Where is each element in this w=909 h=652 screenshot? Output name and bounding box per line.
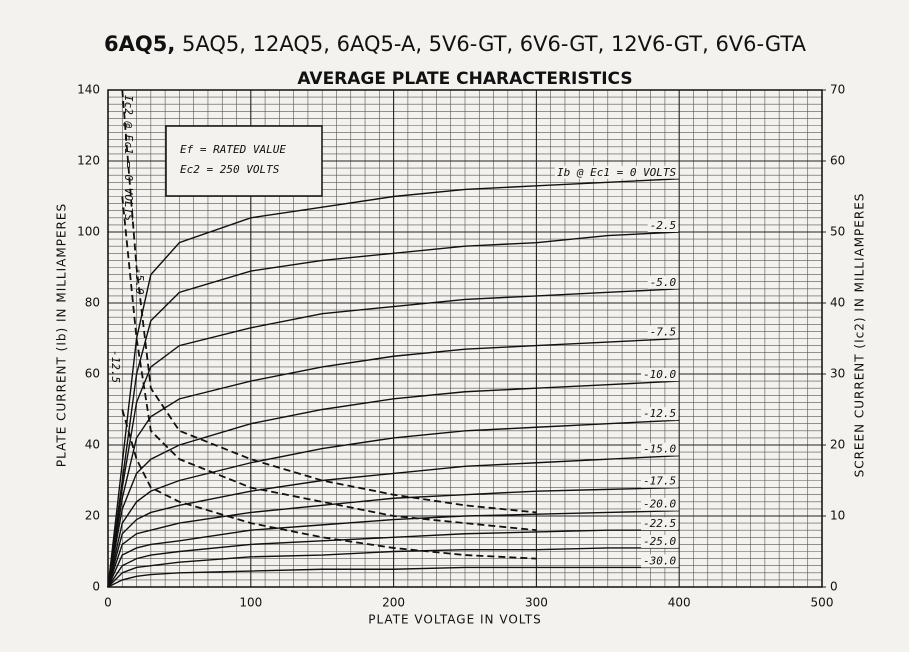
- series-label-bg: [641, 497, 679, 511]
- series-line: [107, 547, 680, 588]
- series-label-bg: [647, 325, 679, 339]
- series-line: [107, 337, 680, 588]
- series-line: [107, 380, 680, 588]
- series-label: -10.0: [643, 368, 676, 381]
- y2-tick-label: 20: [830, 438, 845, 452]
- series-label: Ib @ Ec1 = 0 VOLTS: [557, 166, 677, 179]
- annotation: Ec2 = 250 VOLTS: [180, 163, 280, 176]
- y-tick-label: 0: [92, 580, 100, 594]
- series-line: [107, 419, 680, 588]
- series-label: -17.5: [643, 475, 676, 488]
- series-label-bg: [647, 219, 679, 232]
- series-label: -20.0: [643, 498, 676, 511]
- chart-title: 6AQ5, 5AQ5, 12AQ5, 6AQ5-A, 5V6-GT, 6V6-G…: [104, 32, 807, 56]
- annotation-box: [165, 125, 323, 197]
- series-label-bg: [641, 534, 679, 548]
- x-tick-label: 0: [104, 596, 112, 610]
- series-line: [107, 566, 680, 588]
- title-rest: 5AQ5, 12AQ5, 6AQ5-A, 5V6-GT, 6V6-GT, 12V…: [182, 32, 807, 56]
- series-label-bg: [554, 165, 679, 179]
- y-tick-label: 120: [77, 154, 100, 168]
- x-tick-label: 500: [811, 596, 834, 610]
- y-tick-label: 140: [77, 83, 100, 97]
- series-line: [121, 196, 537, 532]
- series-label-bg: [641, 517, 679, 531]
- series-line: [107, 288, 680, 588]
- y-tick-label: 100: [77, 225, 100, 239]
- series-label: -7.5: [650, 326, 677, 339]
- series-label-bg: [641, 474, 679, 488]
- y2-tick-label: 0: [830, 580, 838, 594]
- y2-tick-label: 40: [830, 296, 845, 310]
- y2-tick-label: 60: [830, 154, 845, 168]
- series-label-bg: [647, 275, 679, 289]
- y-tick-label: 20: [85, 509, 100, 523]
- chart-subtitle: AVERAGE PLATE CHARACTERISTICS: [297, 69, 632, 89]
- y-tick-label: 60: [85, 367, 100, 381]
- series-label: -22.5: [643, 517, 676, 530]
- x-axis-label: PLATE VOLTAGE IN VOLTS: [368, 613, 542, 627]
- series-line: [121, 409, 537, 560]
- title-bold: 6AQ5,: [104, 32, 175, 56]
- series-label: -25.0: [643, 535, 676, 548]
- y2-tick-label: 50: [830, 225, 845, 239]
- x-tick-label: 400: [668, 596, 691, 610]
- series-label: -5.0: [133, 268, 146, 295]
- series-label-bg: [641, 554, 679, 568]
- y2-tick-label: 70: [830, 83, 845, 97]
- series-label: -12.5: [109, 350, 122, 383]
- y-tick-label: 40: [85, 438, 100, 452]
- x-tick-label: 200: [382, 596, 405, 610]
- y-tick-label: 80: [85, 296, 100, 310]
- series-label: -12.5: [643, 407, 676, 420]
- x-tick-label: 100: [239, 596, 262, 610]
- series-label-bg: [641, 442, 679, 456]
- annotation: Ef = RATED VALUE: [180, 143, 286, 156]
- series-line: [107, 454, 680, 588]
- series-label-bg: [641, 368, 679, 382]
- y2-tick-label: 30: [830, 367, 845, 381]
- series-line: [107, 178, 680, 588]
- series-line: [107, 486, 680, 588]
- series-label: -2.5: [650, 219, 677, 232]
- series-label: -5.0: [650, 276, 677, 289]
- series-label: -30.0: [643, 554, 676, 567]
- plot-area: 0 100 200 300 400 500 0 20 40 60 80 100 120 140 0 10 20 3…: [77, 83, 845, 610]
- y-axis-label: PLATE CURRENT (Ib) IN MILLIAMPERES: [55, 203, 69, 467]
- y2-axis-label: SCREEN CURRENT (Ic2) IN MILLIAMPERES: [853, 193, 867, 478]
- x-tick-label: 300: [525, 596, 548, 610]
- series-line: [107, 529, 680, 588]
- y2-tick-label: 10: [830, 509, 845, 523]
- series-label: Ic2 @ Ec1 = 0 VOLTS: [122, 95, 135, 221]
- series-label: -15.0: [643, 443, 676, 456]
- series-line: [107, 231, 680, 588]
- series-line: [107, 509, 680, 588]
- plot-frame: [107, 89, 823, 588]
- series-label-bg: [641, 407, 679, 421]
